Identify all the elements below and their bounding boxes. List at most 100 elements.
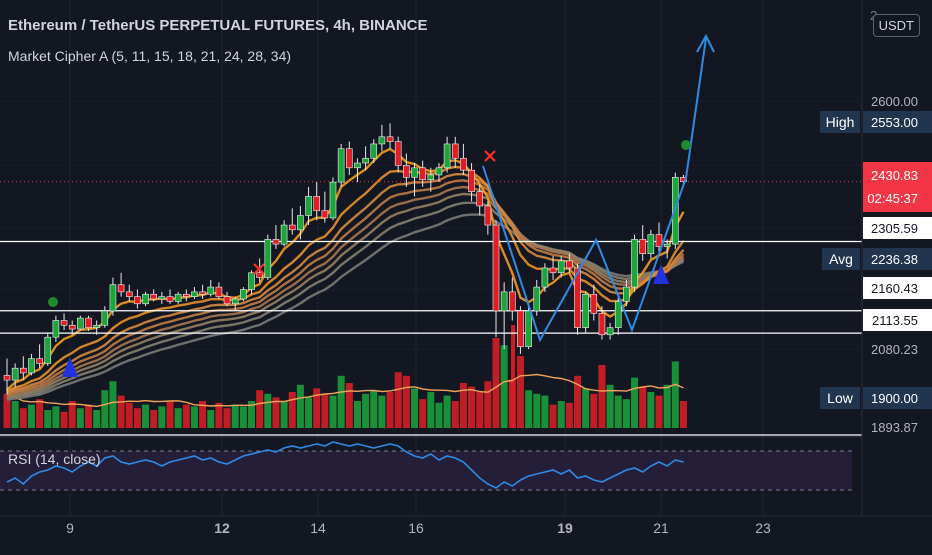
volume-bar — [516, 356, 524, 428]
volume-bar — [606, 384, 614, 428]
candle-body — [508, 291, 516, 312]
high-tag-label-bg — [820, 111, 860, 133]
ema-line — [6, 179, 685, 396]
volume-bar — [574, 375, 581, 428]
ema-line — [6, 165, 685, 393]
candle-body — [166, 296, 174, 302]
candle-body — [223, 296, 231, 305]
volume-bar — [337, 375, 345, 428]
volume-bar — [435, 402, 443, 428]
volume-bar — [525, 390, 533, 428]
time-tick: 9 — [66, 520, 74, 536]
candle-body — [362, 157, 369, 164]
candle-body — [492, 224, 500, 312]
candle-body — [451, 143, 459, 159]
candle-body — [68, 324, 76, 330]
candle-body — [199, 291, 206, 295]
candle-body — [101, 310, 109, 326]
candle-body — [598, 313, 606, 336]
rsi-legend[interactable]: RSI (14, close) — [8, 451, 101, 467]
volume-bar — [109, 381, 117, 428]
avg-tag-value-bg — [863, 248, 932, 270]
volume-bar — [533, 393, 541, 428]
green-dot-signal — [681, 140, 691, 150]
candle-body — [345, 148, 353, 169]
volume-bar — [215, 402, 223, 428]
level-value: 2160.43 — [871, 281, 918, 296]
volume-bar — [582, 388, 590, 428]
volume-bar — [655, 395, 663, 428]
candle-body — [134, 296, 141, 305]
time-axis: 9 12 14 16 19 21 23 — [0, 515, 932, 536]
volume-bar — [394, 372, 402, 428]
volume-bars — [3, 325, 687, 428]
ema-line — [6, 147, 685, 391]
candle-body — [337, 148, 345, 183]
volume-bar — [663, 384, 671, 428]
candle-body — [44, 336, 52, 364]
avg-tag-value: 2236.38 — [871, 252, 918, 267]
candle-body — [411, 167, 418, 178]
candle-body — [3, 375, 11, 381]
candle-body — [623, 286, 630, 302]
candle-body — [476, 191, 484, 207]
avg-tag-label-bg — [822, 248, 860, 270]
volume-bar — [182, 404, 190, 428]
volume-bar — [598, 365, 606, 428]
volume-bar — [174, 408, 182, 428]
candle-body — [240, 289, 247, 300]
volume-bar — [272, 397, 280, 428]
indicator-legend[interactable]: Market Cipher A (5, 11, 15, 18, 21, 24, … — [8, 48, 292, 64]
candle-body — [386, 136, 394, 142]
horizontal-levels — [0, 181, 862, 436]
volume-bar — [321, 393, 329, 428]
volume-bar — [166, 401, 174, 428]
candle-body — [427, 174, 435, 181]
volume-bar — [459, 383, 467, 428]
candle-body — [313, 196, 321, 212]
price-tick: 2600.00 — [871, 94, 918, 109]
candle-body — [460, 157, 467, 171]
volume-bar — [647, 392, 655, 428]
candle-body — [19, 367, 27, 374]
candle-body — [354, 162, 361, 169]
candle-body — [264, 239, 272, 278]
candle-body — [484, 205, 492, 226]
volume-bar — [305, 397, 313, 428]
low-tag-value-bg — [863, 387, 932, 409]
volume-bar — [362, 393, 370, 428]
current-price-bg — [863, 162, 932, 212]
volume-bar — [36, 399, 44, 428]
volume-bar — [411, 388, 418, 428]
candle-body — [655, 234, 663, 247]
volume-bar — [370, 390, 378, 428]
candle-body — [647, 234, 655, 254]
currency-button[interactable]: USDT — [872, 14, 920, 37]
candle-body — [517, 310, 524, 348]
low-tag-value: 1900.00 — [871, 391, 918, 406]
candle-body — [590, 293, 598, 314]
volume-bar — [549, 404, 557, 428]
volume-bar — [386, 392, 394, 428]
price-tick: 2080.23 — [871, 342, 918, 357]
candle-body — [60, 320, 68, 326]
red-cross-signal — [253, 263, 265, 275]
candle-body — [191, 291, 198, 297]
candle-body — [582, 293, 589, 328]
volume-bar — [280, 401, 288, 428]
volume-bar — [476, 392, 484, 428]
volume-bar — [11, 401, 19, 428]
trendline-drawing — [482, 33, 715, 343]
volume-bar — [500, 345, 508, 428]
candle-body — [370, 143, 378, 159]
rsi-band-fill — [0, 451, 852, 490]
trendline-arrowhead — [696, 33, 715, 53]
trendline — [482, 37, 707, 343]
current-price-value: 2430.83 — [871, 168, 918, 183]
candle-body — [435, 167, 443, 176]
candle-body — [125, 291, 133, 297]
volume-bar — [296, 384, 304, 428]
candle-body — [142, 293, 149, 305]
volume-bar — [631, 377, 639, 428]
